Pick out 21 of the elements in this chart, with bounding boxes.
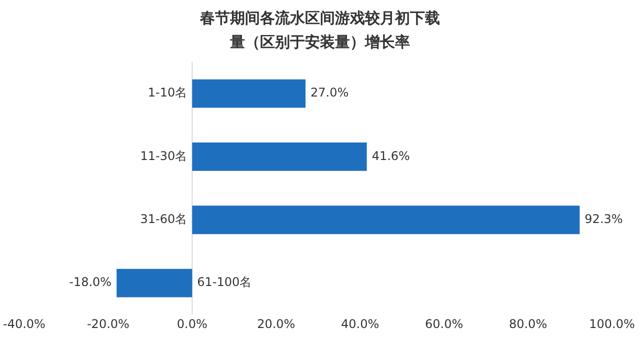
y-tick-label: 31-60名	[140, 212, 188, 226]
chart-title: 春节期间各流水区间游戏较月初下载量（区别于安装量）增长率	[198, 8, 441, 53]
bar	[192, 206, 580, 234]
x-tick-label: 60.0%	[425, 316, 464, 331]
x-tick-label: -40.0%	[3, 316, 46, 331]
data-label: -18.0%	[69, 275, 112, 290]
data-label: 41.6%	[372, 148, 410, 163]
x-tick-label: 40.0%	[341, 316, 380, 331]
x-tick-label: 80.0%	[508, 316, 548, 331]
bar	[116, 268, 192, 298]
x-tick-label: 0.0%	[176, 316, 208, 331]
x-tick-label: 100.0%	[589, 316, 635, 331]
data-label: 92.3%	[584, 212, 623, 226]
y-tick-label: 61-100名	[197, 275, 252, 290]
x-tick-label: -20.0%	[86, 316, 130, 331]
bar	[192, 142, 367, 171]
y-tick-label: 11-30名	[140, 148, 188, 163]
x-tick-label: 20.0%	[257, 316, 296, 331]
bar	[192, 79, 306, 108]
y-tick-label: 1-10名	[148, 86, 188, 100]
data-label: 27.0%	[310, 86, 349, 100]
